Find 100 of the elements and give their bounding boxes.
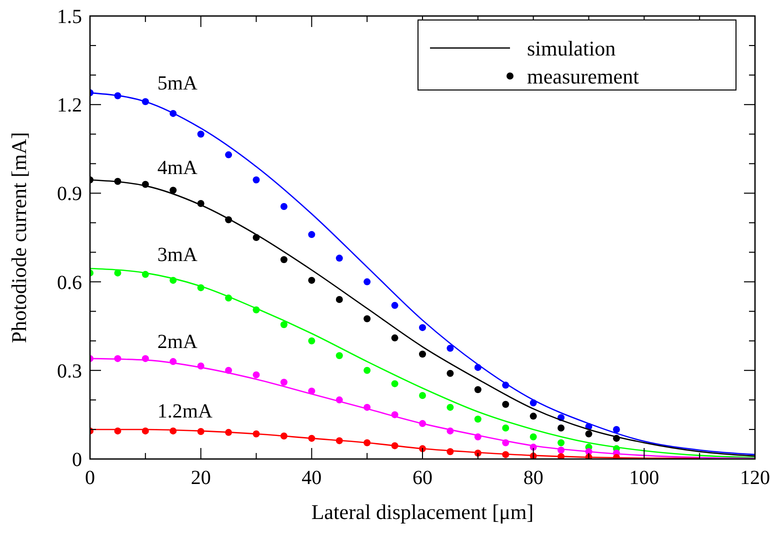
point [336, 396, 343, 404]
point [558, 439, 565, 446]
point [530, 444, 537, 451]
point [336, 437, 343, 444]
point [336, 254, 343, 262]
point [308, 434, 316, 442]
point [170, 276, 177, 284]
point [391, 411, 398, 418]
point [252, 176, 260, 184]
legend-label: simulation [527, 36, 616, 60]
point [364, 315, 371, 322]
point [197, 362, 204, 370]
point [114, 92, 122, 100]
point [280, 321, 288, 328]
y-tick-label: 0.6 [57, 272, 82, 294]
point [225, 151, 232, 158]
point [114, 355, 122, 362]
point [114, 269, 122, 276]
point [225, 366, 232, 374]
point [502, 439, 510, 446]
x-tick-label: 20 [190, 467, 211, 489]
x-tick-label: 40 [302, 467, 322, 489]
point [558, 424, 565, 432]
point [280, 432, 288, 440]
point [446, 370, 454, 377]
line-series [90, 268, 755, 458]
point [502, 382, 510, 389]
point [170, 110, 177, 117]
point [502, 451, 510, 458]
point [142, 427, 149, 434]
x-axis-title: Lateral displacement [μm] [311, 500, 534, 524]
point [446, 448, 454, 456]
y-tick-label: 1.5 [57, 6, 82, 28]
point [197, 200, 204, 208]
point [225, 294, 232, 302]
point [280, 202, 288, 210]
point [225, 216, 232, 224]
point [142, 355, 149, 362]
point [474, 450, 482, 457]
point [308, 337, 316, 344]
point [446, 404, 454, 411]
point [612, 434, 620, 442]
point [197, 284, 204, 292]
point [364, 439, 371, 446]
point [252, 306, 260, 314]
y-tick-label: 0 [72, 449, 82, 471]
y-axis-title: Photodiode current [mA] [7, 132, 31, 344]
point [142, 270, 149, 278]
point [114, 427, 122, 434]
point [364, 366, 371, 374]
point [170, 358, 177, 366]
point [585, 430, 592, 438]
point [502, 400, 510, 408]
point [474, 416, 482, 423]
point [391, 442, 398, 450]
annotation: 3mA [157, 244, 198, 266]
point [252, 371, 260, 378]
point [364, 404, 371, 411]
annotation: 4mA [157, 156, 198, 179]
point [502, 424, 510, 432]
point [391, 302, 398, 309]
point [612, 426, 620, 433]
point [558, 453, 565, 459]
point [142, 98, 149, 106]
point [252, 430, 260, 438]
point [280, 256, 288, 264]
point [170, 427, 177, 434]
point [170, 186, 177, 194]
annotation: 2mA [157, 331, 198, 354]
point [446, 427, 454, 434]
point [308, 231, 316, 238]
point [308, 276, 316, 284]
point [197, 130, 204, 138]
point [419, 420, 426, 428]
annotation: 1.2mA [157, 400, 213, 422]
point [114, 178, 122, 185]
point [530, 399, 537, 406]
point [308, 388, 316, 395]
point [530, 412, 537, 420]
point [142, 180, 149, 188]
point [252, 234, 260, 241]
y-tick-label: 0.3 [57, 360, 82, 382]
point [336, 352, 343, 360]
point [419, 392, 426, 400]
point [419, 324, 426, 332]
point [474, 364, 482, 371]
y-tick-label: 0.9 [57, 183, 82, 206]
point [225, 428, 232, 436]
point [336, 296, 343, 304]
point [474, 433, 482, 440]
point [558, 446, 565, 454]
point [530, 433, 537, 440]
x-tick-label: 60 [412, 467, 432, 489]
point [474, 386, 482, 394]
point [419, 350, 426, 358]
point [280, 378, 288, 386]
point [197, 428, 204, 436]
legend-label: measurement [527, 64, 640, 88]
point [446, 344, 454, 352]
x-tick-label: 100 [629, 467, 660, 489]
